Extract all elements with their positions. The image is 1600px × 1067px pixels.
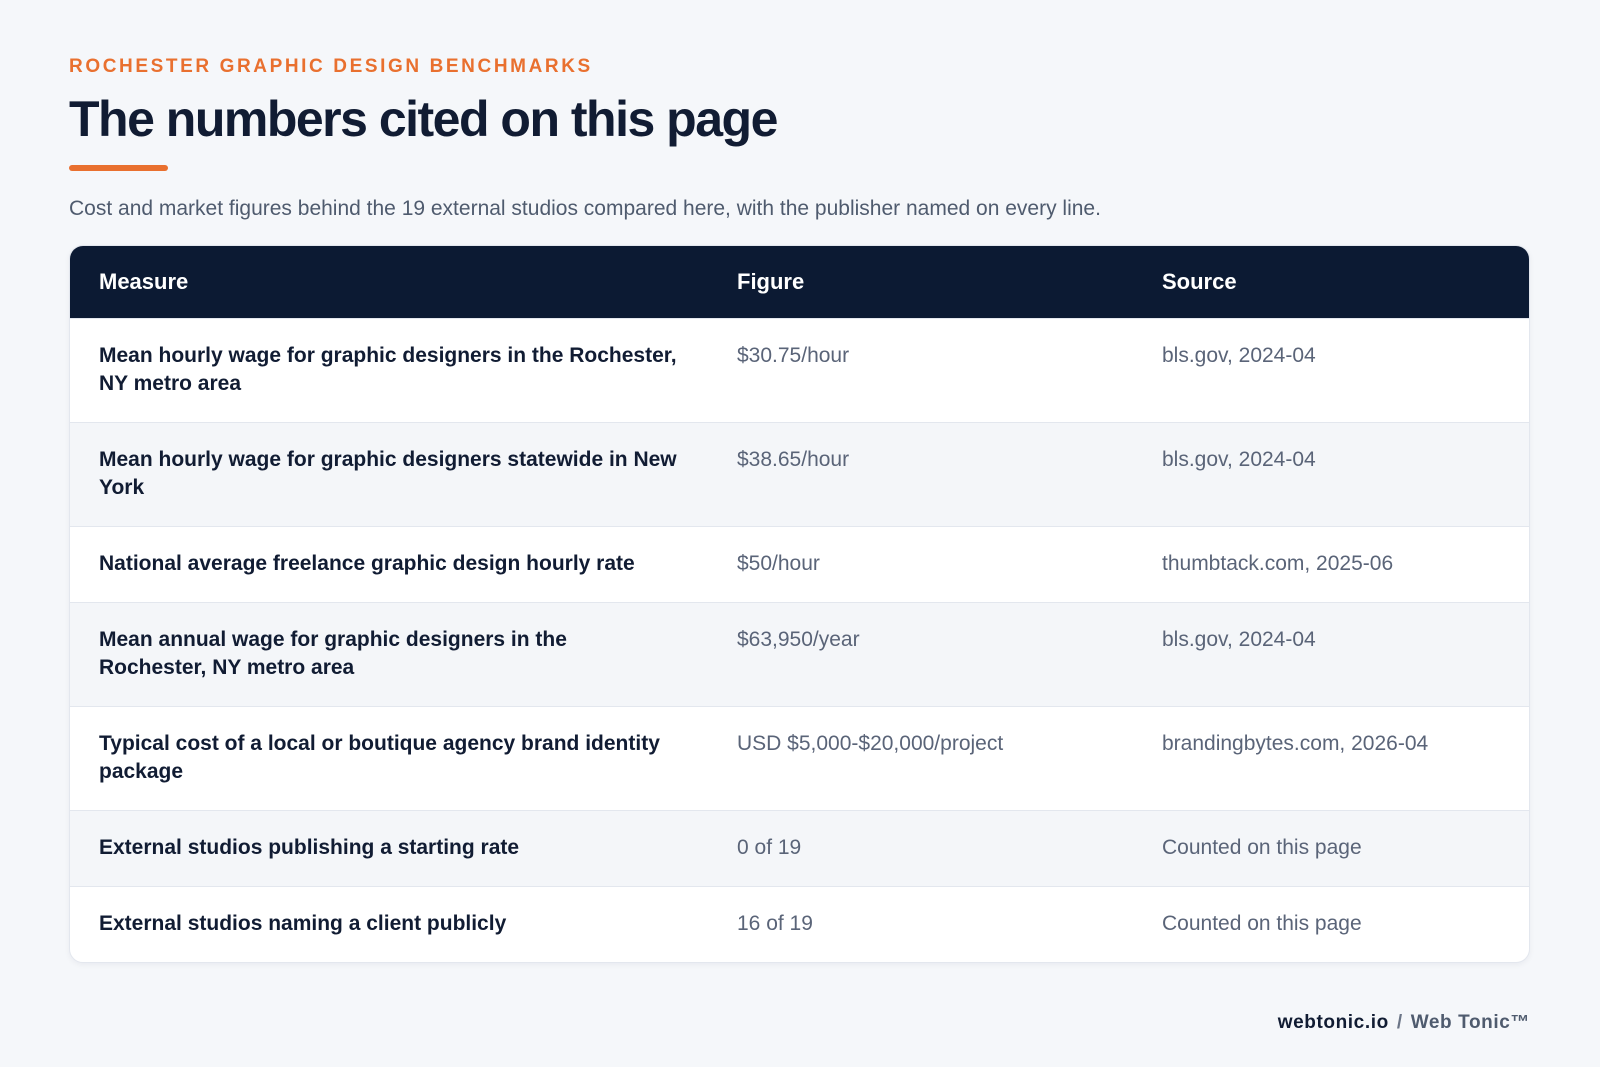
table-row: Mean hourly wage for graphic designers s… xyxy=(70,422,1529,526)
source-cell: brandingbytes.com, 2026-04 xyxy=(1133,706,1529,810)
subtitle: Cost and market figures behind the 19 ex… xyxy=(69,197,1101,220)
measure-cell: Mean hourly wage for graphic designers i… xyxy=(70,318,708,422)
table-row: Typical cost of a local or boutique agen… xyxy=(70,706,1529,810)
measure-cell: Mean hourly wage for graphic designers s… xyxy=(70,422,708,526)
table-row: National average freelance graphic desig… xyxy=(70,526,1529,602)
column-header: Measure xyxy=(70,246,708,318)
source-cell: bls.gov, 2024-04 xyxy=(1133,318,1529,422)
measure-cell: National average freelance graphic desig… xyxy=(70,526,708,602)
footer: webtonic.io / Web Tonic™ xyxy=(1278,1012,1530,1034)
content: ROCHESTER GRAPHIC DESIGN BENCHMARKS The … xyxy=(69,56,1530,963)
figure-cell: $63,950/year xyxy=(708,602,1133,706)
column-header: Figure xyxy=(708,246,1133,318)
figure-cell: 16 of 19 xyxy=(708,886,1133,962)
measure-cell: Mean annual wage for graphic designers i… xyxy=(70,602,708,706)
page-title: The numbers cited on this page xyxy=(69,91,778,147)
source-cell: Counted on this page xyxy=(1133,810,1529,886)
source-cell: thumbtack.com, 2025-06 xyxy=(1133,526,1529,602)
data-table: Measure Figure Source Mean hourly wage for… xyxy=(69,245,1530,963)
eyebrow: ROCHESTER GRAPHIC DESIGN BENCHMARKS xyxy=(69,56,593,77)
footer-brand: Web Tonic™ xyxy=(1410,1012,1530,1033)
figure-cell: $50/hour xyxy=(708,526,1133,602)
accent-bar xyxy=(69,165,168,171)
table-row: External studios naming a client publicl… xyxy=(70,886,1529,962)
source-cell: Counted on this page xyxy=(1133,886,1529,962)
header-row: Measure Figure Source xyxy=(70,246,1529,318)
column-header: Source xyxy=(1133,246,1529,318)
table-row: Mean annual wage for graphic designers i… xyxy=(70,602,1529,706)
measure-cell: External studios naming a client publicl… xyxy=(70,886,708,962)
table-row: External studios publishing a starting r… xyxy=(70,810,1529,886)
figure-cell: 0 of 19 xyxy=(708,810,1133,886)
source-cell: bls.gov, 2024-04 xyxy=(1133,602,1529,706)
footer-site: webtonic.io xyxy=(1277,1012,1389,1033)
measure-cell: Typical cost of a local or boutique agen… xyxy=(70,706,708,810)
footer-separator: / xyxy=(1396,1012,1403,1033)
figure-cell: $38.65/hour xyxy=(708,422,1133,526)
measure-cell: External studios publishing a starting r… xyxy=(70,810,708,886)
figure-cell: $30.75/hour xyxy=(708,318,1133,422)
source-cell: bls.gov, 2024-04 xyxy=(1133,422,1529,526)
figure-cell: USD $5,000-$20,000/project xyxy=(708,706,1133,810)
table-row: Mean hourly wage for graphic designers i… xyxy=(70,318,1529,422)
